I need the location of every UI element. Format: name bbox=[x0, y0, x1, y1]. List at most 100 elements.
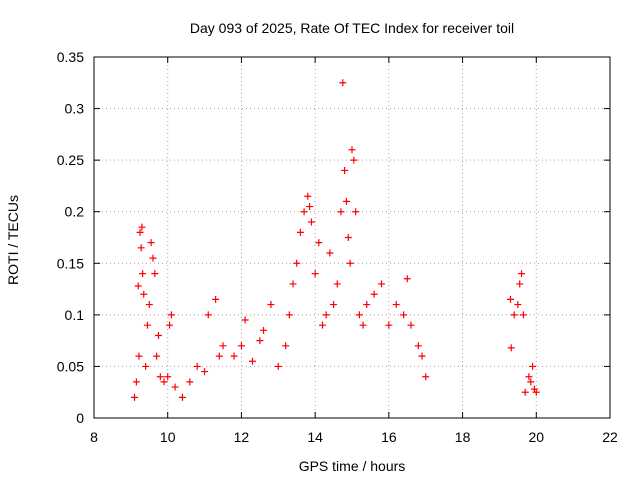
data-point bbox=[510, 311, 518, 319]
data-point bbox=[166, 321, 174, 329]
data-point bbox=[138, 223, 146, 231]
data-point bbox=[527, 378, 535, 386]
data-point bbox=[147, 239, 155, 247]
grid-lines bbox=[94, 57, 610, 418]
x-tick-label: 12 bbox=[234, 429, 250, 445]
data-point bbox=[230, 352, 238, 360]
data-point bbox=[131, 393, 139, 401]
data-point bbox=[333, 280, 341, 288]
data-point bbox=[370, 290, 378, 298]
data-points bbox=[131, 79, 540, 401]
data-point bbox=[171, 383, 179, 391]
data-point bbox=[392, 301, 400, 309]
x-tick-label: 8 bbox=[90, 429, 98, 445]
data-point bbox=[260, 326, 268, 334]
data-point bbox=[422, 373, 430, 381]
data-point bbox=[306, 203, 314, 211]
data-point bbox=[339, 79, 347, 87]
data-point bbox=[186, 378, 194, 386]
data-point bbox=[348, 146, 356, 154]
data-point bbox=[337, 208, 345, 216]
data-point bbox=[285, 311, 293, 319]
y-tick-label: 0.2 bbox=[65, 204, 85, 220]
data-point bbox=[212, 295, 220, 303]
data-point bbox=[155, 331, 162, 339]
data-point bbox=[307, 218, 315, 226]
x-axis-label: GPS time / hours bbox=[299, 458, 406, 474]
x-tick-label: 22 bbox=[602, 429, 618, 445]
data-point bbox=[139, 270, 147, 278]
data-point bbox=[330, 301, 338, 309]
data-point bbox=[282, 342, 290, 350]
data-point bbox=[135, 352, 143, 360]
data-point bbox=[132, 378, 140, 386]
y-axis-label: ROTI / TECUs bbox=[5, 195, 21, 285]
data-point bbox=[529, 362, 537, 370]
x-tick-label: 18 bbox=[455, 429, 471, 445]
data-point bbox=[256, 337, 264, 345]
data-point bbox=[178, 393, 186, 401]
data-point bbox=[137, 244, 145, 252]
data-point bbox=[201, 368, 209, 376]
data-point bbox=[521, 388, 529, 396]
data-point bbox=[355, 311, 363, 319]
data-point bbox=[418, 352, 426, 360]
y-tick-label: 0 bbox=[76, 410, 84, 426]
data-point bbox=[507, 344, 515, 352]
data-point bbox=[164, 373, 172, 381]
data-point bbox=[193, 362, 201, 370]
data-point bbox=[248, 357, 256, 365]
data-point bbox=[414, 342, 422, 350]
data-point bbox=[140, 290, 148, 298]
data-point bbox=[342, 197, 350, 205]
data-point bbox=[149, 254, 157, 262]
x-tick-label: 16 bbox=[381, 429, 397, 445]
data-point bbox=[143, 321, 151, 329]
data-point bbox=[359, 321, 367, 329]
y-tick-label: 0.15 bbox=[57, 255, 84, 271]
data-point bbox=[160, 378, 168, 386]
data-point bbox=[311, 270, 319, 278]
data-point bbox=[346, 259, 354, 267]
data-point bbox=[237, 342, 245, 350]
data-point bbox=[341, 166, 349, 174]
x-tick-label: 10 bbox=[160, 429, 176, 445]
data-point bbox=[293, 259, 301, 267]
data-point bbox=[400, 311, 408, 319]
data-point bbox=[145, 301, 153, 309]
data-point bbox=[518, 270, 526, 278]
data-point bbox=[300, 208, 308, 216]
axis-ticks: 8 10 12 14 16 18 20 22 0 0.05 0.1 0.15 0.2 0.25 0.3 0.3… bbox=[57, 49, 618, 445]
data-point bbox=[274, 362, 282, 370]
data-point bbox=[344, 234, 352, 241]
data-point bbox=[296, 228, 304, 236]
data-point bbox=[156, 373, 164, 381]
data-point bbox=[532, 388, 540, 396]
data-point bbox=[241, 316, 249, 324]
data-point bbox=[525, 373, 533, 381]
data-point bbox=[530, 385, 538, 393]
data-point bbox=[151, 270, 159, 278]
data-point bbox=[322, 311, 330, 319]
y-tick-label: 0.05 bbox=[57, 358, 84, 374]
data-point bbox=[267, 301, 275, 309]
data-point bbox=[319, 321, 327, 329]
y-tick-label: 0.35 bbox=[57, 49, 84, 65]
data-point bbox=[352, 208, 360, 216]
data-point bbox=[134, 282, 142, 290]
data-point bbox=[304, 192, 312, 200]
data-point bbox=[289, 280, 297, 288]
y-tick-label: 0.3 bbox=[65, 101, 85, 117]
chart-title: Day 093 of 2025, Rate Of TEC Index for r… bbox=[190, 20, 514, 36]
plot-frame bbox=[93, 56, 611, 419]
data-point bbox=[350, 156, 358, 164]
data-point bbox=[142, 362, 150, 370]
data-point bbox=[506, 295, 514, 303]
data-point bbox=[167, 311, 175, 319]
data-point bbox=[385, 321, 393, 329]
data-point bbox=[516, 280, 524, 288]
data-point bbox=[519, 311, 527, 319]
data-point bbox=[326, 249, 334, 257]
data-point bbox=[136, 228, 144, 236]
